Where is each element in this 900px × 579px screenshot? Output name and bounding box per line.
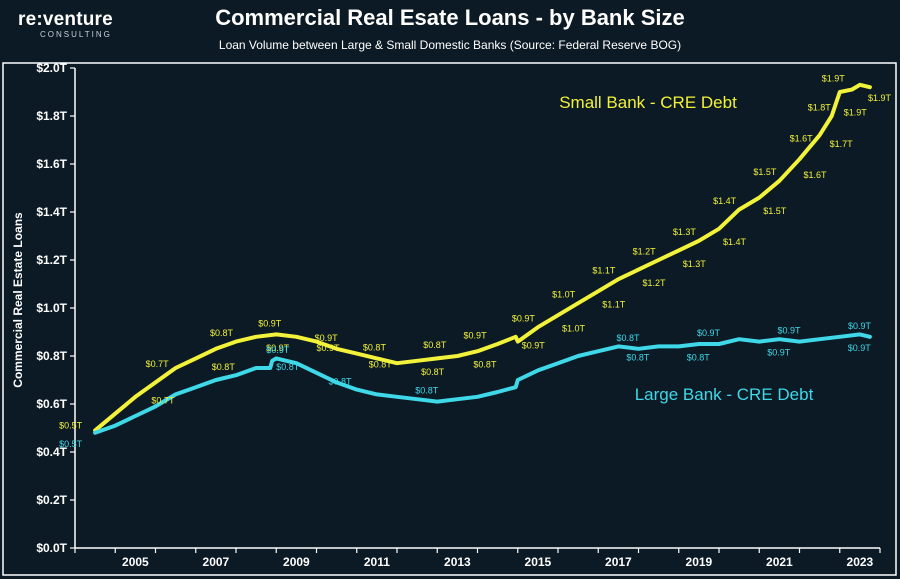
data-label: $0.8T (473, 360, 497, 370)
y-tick-label: $0.4T (36, 445, 67, 459)
y-tick-label: $0.0T (36, 541, 67, 555)
chart-subtitle: Loan Volume between Large & Small Domest… (218, 38, 682, 52)
series-line-small-bank (93, 82, 872, 433)
x-tick-label: 2007 (203, 555, 230, 569)
data-label: $0.9T (697, 328, 721, 338)
data-label: $0.9T (316, 343, 340, 353)
data-label: $0.5T (59, 439, 83, 449)
data-label: $0.8T (617, 333, 641, 343)
data-label: $0.9T (266, 343, 290, 353)
annotation-small-bank: Small Bank - CRE Debt (559, 93, 737, 112)
data-label: $0.8T (329, 376, 353, 386)
data-label: $1.5T (763, 206, 787, 216)
x-tick-label: 2019 (686, 555, 713, 569)
data-label: $1.3T (683, 259, 707, 269)
brand-logo: re:venture CONSULTING (18, 10, 128, 40)
data-label: $0.8T (212, 362, 236, 372)
y-tick-label: $2.0T (36, 61, 67, 75)
data-label: $0.5T (59, 420, 83, 430)
data-label: $0.9T (464, 330, 488, 340)
data-label: $1.6T (790, 134, 814, 144)
plot-frame (2, 62, 897, 576)
data-labels: $0.5T$0.7T$0.7T $0.8T$0.8T$0.9T$0.9T$0.9T… (59, 74, 891, 449)
data-label: $1.2T (642, 278, 666, 288)
data-label: $1.3T (673, 227, 697, 237)
data-label: $0.9T (512, 314, 536, 324)
y-axis-label: Commercial Real Estate Loans (11, 212, 25, 388)
data-label: $0.9T (315, 333, 339, 343)
x-tick-label: 2023 (847, 555, 874, 569)
data-label: $1.7T (830, 139, 854, 149)
data-label: $0.9T (767, 348, 791, 358)
y-tick-label: $0.6T (36, 397, 67, 411)
y-tick-label: $1.8T (36, 109, 67, 123)
data-label: $0.8T (626, 352, 650, 362)
data-label: $0.8T (423, 340, 447, 350)
data-label: $0.9T (522, 340, 546, 350)
data-label: $0.8T (687, 352, 711, 362)
data-label: $1.4T (713, 196, 737, 206)
data-label: $0.9T (848, 321, 872, 331)
logo-wordmark: re:venture (18, 9, 113, 30)
y-tick-label: $1.4T (36, 205, 67, 219)
x-tick-label: 2005 (122, 555, 149, 569)
data-label: $0.7T (151, 396, 175, 406)
data-label: $1.6T (803, 170, 827, 180)
data-label: $0.9T (778, 326, 802, 336)
data-label: $0.8T (276, 362, 300, 372)
y-ticks: $0.0T $0.2T $0.4T $0.6T $0.8T $1.0T $1.2T $1.4T… (36, 61, 75, 555)
y-tick-label: $1.6T (36, 157, 67, 171)
data-label: $1.1T (602, 300, 626, 310)
x-tick-label: 2021 (766, 555, 793, 569)
data-label: $1.9T (822, 74, 846, 84)
data-label: $0.9T (266, 345, 290, 355)
y-tick-label: $0.8T (36, 349, 67, 363)
annotation-large-bank: Large Bank - CRE Debt (635, 385, 814, 404)
y-tick-label: $0.2T (36, 493, 67, 507)
series-line-large-bank (93, 332, 872, 435)
series-lines (93, 82, 872, 435)
data-label: $1.1T (592, 266, 616, 276)
data-label: $0.9T (258, 318, 282, 328)
x-tick-label: 2013 (444, 555, 471, 569)
chart-title: Commercial Real Esate Loans - by Bank Si… (215, 5, 685, 30)
logo-tagline: CONSULTING (40, 30, 112, 39)
x-ticks: 2005 2007 2009 2011 2013 2015 2017 2019 2021 2023 (74, 548, 881, 569)
data-label: $0.8T (415, 386, 439, 396)
data-label: $0.8T (421, 367, 445, 377)
data-label: $0.9T (848, 343, 872, 353)
x-tick-label: 2015 (525, 555, 552, 569)
data-label: $1.0T (552, 290, 576, 300)
x-tick-label: 2017 (605, 555, 632, 569)
data-label: $1.4T (723, 237, 747, 247)
data-label: $1.5T (753, 167, 777, 177)
data-label: $1.8T (808, 102, 832, 112)
data-label: $0.8T (210, 328, 234, 338)
data-label: $0.8T (363, 342, 387, 352)
data-label: $0.7T (146, 359, 170, 369)
y-tick-label: $1.2T (36, 253, 67, 267)
chart-header: re:venture CONSULTING Commercial Real Es… (0, 0, 900, 62)
data-label: $1.0T (562, 324, 586, 334)
data-label: $1.2T (633, 246, 657, 256)
x-tick-label: 2011 (364, 555, 390, 569)
data-label: $1.9T (844, 108, 868, 118)
data-label: $1.9T (868, 93, 892, 103)
y-tick-label: $1.0T (36, 301, 67, 315)
x-tick-label: 2009 (283, 555, 310, 569)
data-label: $0.8T (369, 360, 393, 370)
